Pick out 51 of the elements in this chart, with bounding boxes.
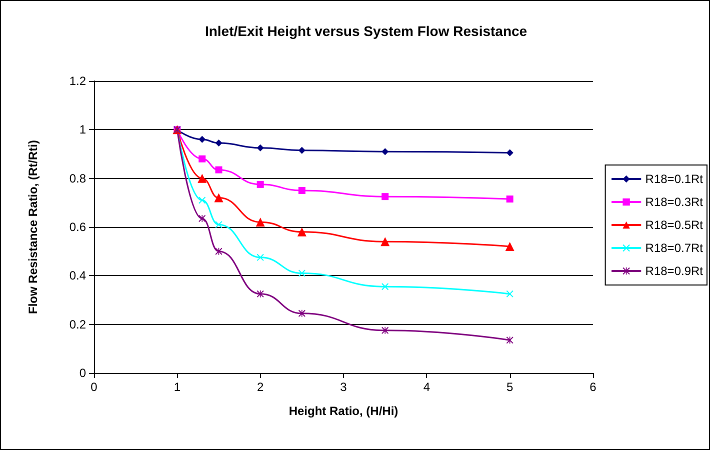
point (297, 227, 306, 236)
point (198, 196, 206, 204)
point (380, 237, 390, 246)
x-tick-label: 6 (590, 380, 597, 394)
x-axis-title: Height Ratio, (H/Hi) (288, 404, 398, 418)
y-tick-label: 0.6 (69, 220, 86, 234)
point (506, 149, 514, 156)
point (382, 283, 389, 290)
point (382, 326, 389, 334)
point (506, 336, 514, 344)
y-tick-label: 0.8 (69, 171, 86, 186)
point (215, 140, 222, 147)
point (256, 218, 265, 227)
point (215, 221, 222, 228)
legend-label: R18=0.9Rt (645, 264, 704, 278)
y-tick-label: 0.4 (69, 268, 86, 283)
point (198, 174, 207, 183)
point (198, 155, 206, 162)
legend-label: R18=0.5Rt (645, 218, 704, 232)
point (298, 146, 306, 154)
chart-title: Inlet/Exit Height versus System Flow Resistance (204, 23, 528, 39)
y-tick-label: 0.2 (69, 317, 86, 332)
point (382, 148, 389, 156)
legend-label: R18=0.7Rt (645, 241, 704, 255)
point (382, 193, 389, 200)
point (298, 310, 306, 317)
x-tick-label: 1 (174, 380, 181, 394)
x-tick-label: 0 (90, 380, 98, 394)
point (256, 144, 264, 152)
point (506, 290, 514, 298)
legend-label: R18=0.3Rt (645, 195, 704, 209)
y-tick-label: 1 (79, 122, 86, 137)
x-tick-label: 2 (256, 380, 264, 394)
point (215, 166, 222, 174)
legend-label: R18=0.1Rt (645, 172, 704, 186)
y-axis-title: Flow Resistance Ratio, (Rt/Rti) (26, 140, 40, 314)
x-tick-label: 4 (423, 380, 430, 394)
point (256, 180, 264, 188)
point (256, 254, 264, 261)
point (506, 196, 514, 203)
point (214, 193, 224, 202)
point (198, 214, 206, 222)
point (198, 136, 206, 143)
point (256, 290, 264, 298)
x-tick-label: 3 (340, 380, 348, 394)
y-tick-label: 0 (79, 366, 86, 380)
y-tick-label: 1.2 (69, 74, 86, 88)
x-tick-label: 5 (506, 380, 514, 394)
point (298, 270, 306, 277)
point (505, 242, 514, 251)
point (298, 187, 306, 194)
